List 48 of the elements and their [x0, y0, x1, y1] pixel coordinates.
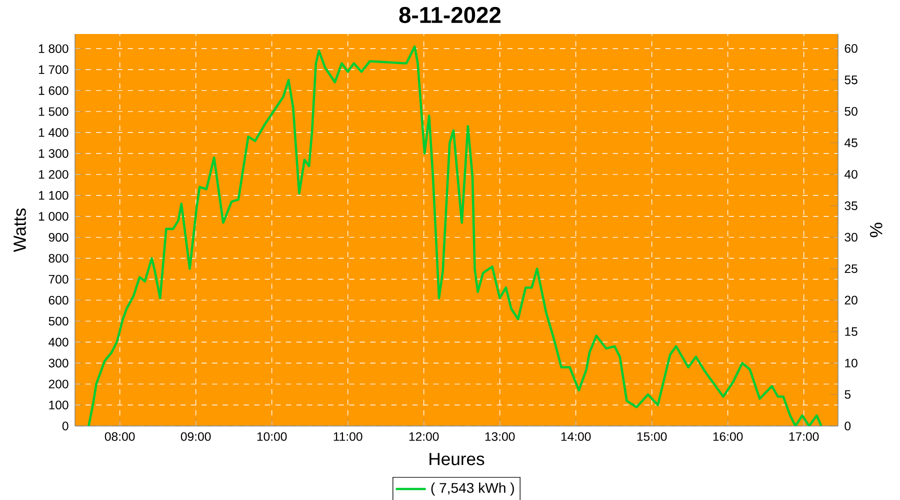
y2-tick-label: 30	[844, 232, 858, 242]
y-tick-label: 1 300	[38, 149, 68, 158]
y2-tick-label: 0	[844, 422, 851, 430]
y2-tick-label: 45	[844, 138, 858, 148]
x-tick-label: 08:00	[104, 432, 135, 441]
y-tick-label: 700	[48, 274, 68, 284]
y2-tick-label: 10	[845, 358, 858, 368]
y-tick-label: 800	[48, 254, 68, 263]
y2-tick-label: 60	[844, 44, 858, 53]
y-tick-label: 100	[49, 400, 68, 410]
y-tick-label: 0	[62, 422, 68, 430]
y-tick-label: 1 800	[38, 44, 68, 54]
y2-tick-label: 5	[844, 390, 851, 399]
y2-tick-label: 50	[844, 107, 858, 116]
y-tick-label: 400	[48, 338, 68, 346]
x-tick-label: 09:00	[180, 432, 211, 441]
x-tick-label: 13:00	[485, 432, 515, 441]
x-tick-label: 15:00	[637, 432, 667, 441]
legend-label: ( 7,543 kWh )	[431, 482, 514, 496]
y-tick-label: 200	[48, 380, 68, 388]
y-tick-label: 1 600	[38, 86, 68, 95]
x-axis-title: Heures	[430, 452, 484, 466]
y-tick-label: 300	[48, 358, 68, 368]
y-tick-label: 600	[48, 296, 68, 305]
y-tick-label: 1 400	[38, 128, 68, 137]
y-tick-label: 1 700	[38, 65, 68, 74]
y2-axis-title: %	[870, 222, 882, 238]
y2-tick-label: 35	[844, 201, 858, 210]
x-tick-label: 10:00	[257, 432, 287, 441]
y2-tick-label: 40	[844, 170, 858, 179]
x-tick-label: 14:00	[561, 432, 591, 441]
y2-tick-label: 25	[844, 264, 858, 274]
x-tick-label: 12:00	[409, 432, 439, 441]
y-tick-label: 1 200	[38, 170, 68, 179]
y-tick-label: 500	[48, 316, 68, 326]
y-tick-label: 900	[48, 232, 68, 242]
y-tick-label: 1 500	[38, 107, 68, 116]
y-axis-title: Watts	[14, 208, 26, 252]
y2-tick-label: 55	[844, 76, 858, 84]
y-tick-label: 1 000	[38, 212, 68, 221]
x-tick-label: 16:00	[713, 432, 743, 441]
x-tick-label: 11:00	[334, 432, 362, 441]
y2-tick-label: 20	[844, 296, 858, 304]
x-tick-label: 17:00	[789, 432, 819, 441]
y2-tick-label: 15	[845, 327, 858, 336]
chart-title: 8-11-2022	[399, 6, 501, 24]
y-tick-label: 1 100	[38, 191, 68, 200]
line-series	[88, 45, 822, 426]
